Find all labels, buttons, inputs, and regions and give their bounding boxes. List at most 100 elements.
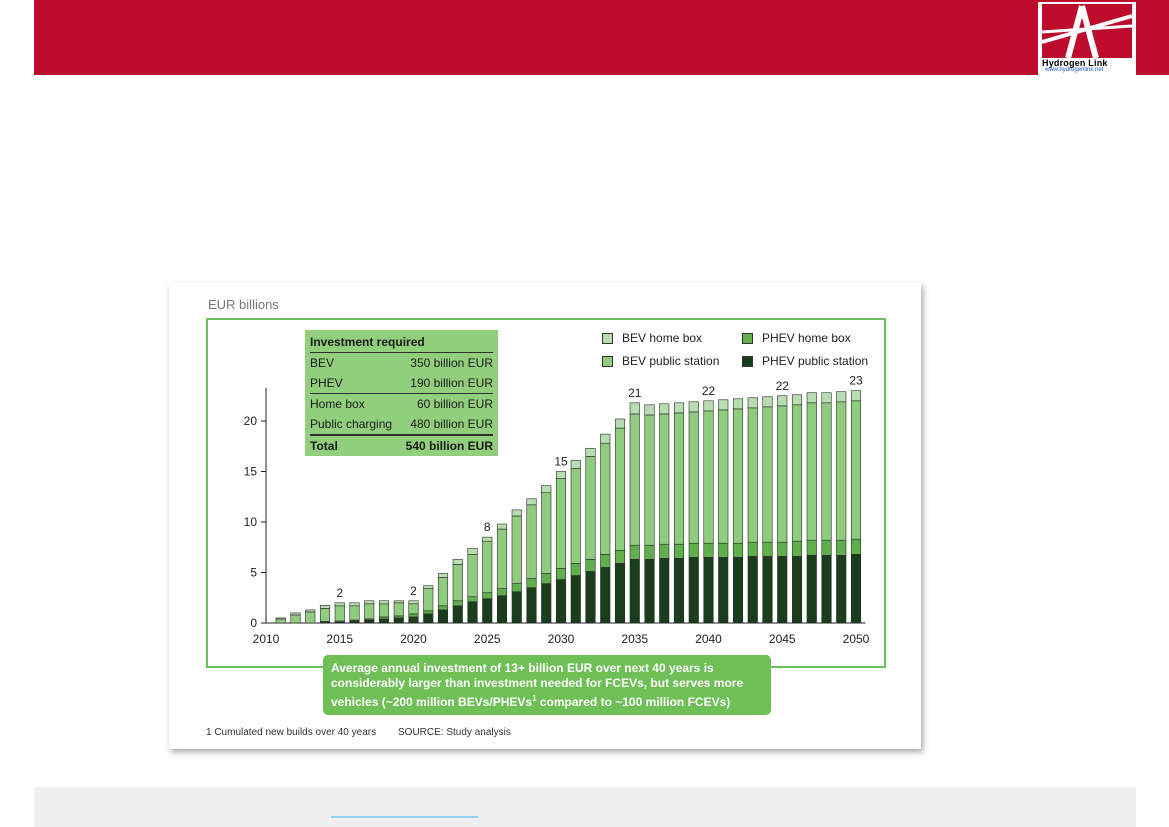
bar-segment [600, 554, 611, 568]
bar-segment [555, 478, 567, 569]
legend-label: PHEV home box [762, 331, 851, 345]
bar-segment [806, 392, 817, 404]
bar-segment [305, 611, 316, 624]
legend-swatch [742, 355, 753, 367]
investment-label: PHEV [310, 376, 343, 390]
bar-total-label: 8 [484, 520, 491, 534]
bar-segment [482, 598, 493, 624]
bar-segment [349, 602, 360, 607]
bar-segment [747, 556, 758, 624]
logo-url: www.hydrogenlink.net [1045, 67, 1104, 73]
y-tick-label: 15 [244, 465, 258, 479]
bar-segment [791, 540, 803, 557]
bar-segment [541, 492, 552, 574]
legend-item: PHEV home box [742, 331, 851, 345]
hydrogen-link-logo [1038, 2, 1136, 75]
legend-label: BEV public station [622, 354, 720, 368]
bar-segment [614, 427, 626, 551]
bar-segment [836, 555, 847, 624]
y-tick-label: 5 [250, 566, 257, 580]
bar-segment [364, 600, 375, 605]
bar-segment [526, 587, 537, 624]
bar-segment [511, 515, 522, 584]
bar-segment [791, 394, 803, 406]
legend-swatch [602, 355, 613, 367]
bar-segment [305, 609, 316, 613]
bar-segment [585, 559, 596, 572]
bar-segment [526, 578, 537, 588]
bar-segment [378, 603, 390, 618]
bar-segment [349, 620, 360, 624]
footer-link-underline[interactable] [331, 816, 478, 818]
legend-swatch [602, 332, 613, 344]
bar-segment [496, 528, 508, 589]
bar-segment [290, 612, 301, 616]
bar-segment [600, 567, 611, 624]
investment-value: 480 billion EUR [410, 417, 493, 431]
bar-segment [408, 600, 419, 605]
x-tick-label: 2025 [474, 632, 501, 646]
bar-segment [777, 556, 788, 624]
bar-segment [836, 391, 847, 403]
bar-segment [659, 413, 670, 545]
bar-segment [467, 601, 478, 624]
bar-segment [732, 408, 744, 544]
investment-value: 190 billion EUR [410, 376, 493, 390]
bar-segment [777, 395, 788, 407]
bar-segment [526, 498, 537, 506]
bar-segment [541, 583, 552, 624]
bar-segment [378, 600, 390, 605]
bar-segment [570, 460, 581, 469]
bar-segment [423, 588, 434, 612]
bar-segment [541, 573, 552, 584]
bar-segment [762, 541, 773, 557]
bar-segment [275, 617, 286, 620]
bar-segment [452, 564, 463, 602]
investment-row: BEV 350 billion EUR [310, 353, 493, 373]
bar-segment [777, 405, 788, 543]
investment-value: 350 billion EUR [410, 356, 493, 370]
bar-segment [850, 390, 862, 402]
bar-segment [747, 541, 758, 557]
bar-segment [762, 406, 773, 543]
bar-segment [732, 398, 744, 410]
key-message-callout: Average annual investment of 13+ billion… [323, 655, 771, 715]
bar-segment [585, 571, 596, 624]
bar-segment [570, 563, 581, 576]
bar-segment [614, 418, 626, 429]
bar-segment [673, 558, 685, 624]
callout-text: vehicles (~200 million BEVs/PHEVs [331, 695, 533, 709]
bar-segment [496, 595, 508, 624]
bar-segment [659, 543, 670, 559]
legend-item: BEV home box [602, 331, 702, 345]
bar-segment [762, 556, 773, 624]
callout-footnote-marker: 1 [532, 694, 537, 703]
bar-segment [334, 602, 345, 607]
bar-segment [629, 559, 640, 624]
bar-segment [806, 402, 817, 541]
bar-segment [732, 557, 744, 624]
y-tick-label: 10 [244, 515, 258, 529]
x-tick-label: 2040 [695, 632, 722, 646]
bar-segment [718, 542, 729, 558]
bar-segment [688, 542, 699, 558]
bar-segment [644, 544, 655, 560]
bar-segment [688, 557, 699, 624]
bar-segment [290, 614, 301, 624]
bar-segment [555, 568, 567, 580]
bar-segment [482, 540, 493, 594]
bar-segment [673, 412, 685, 545]
bar-segment [644, 559, 655, 624]
bar-segment [791, 404, 803, 542]
bar-segment [452, 600, 463, 607]
bar-segment [364, 603, 375, 620]
bar-segment [408, 616, 419, 624]
investment-total-label: Total [310, 439, 338, 453]
y-tick-label: 0 [250, 616, 257, 630]
bar-segment [408, 613, 419, 618]
bar-segment [555, 471, 567, 479]
investment-table: Investment required BEV 350 billion EUR … [305, 330, 498, 456]
unit-label: EUR billions [208, 297, 279, 312]
bar-segment [747, 407, 758, 543]
